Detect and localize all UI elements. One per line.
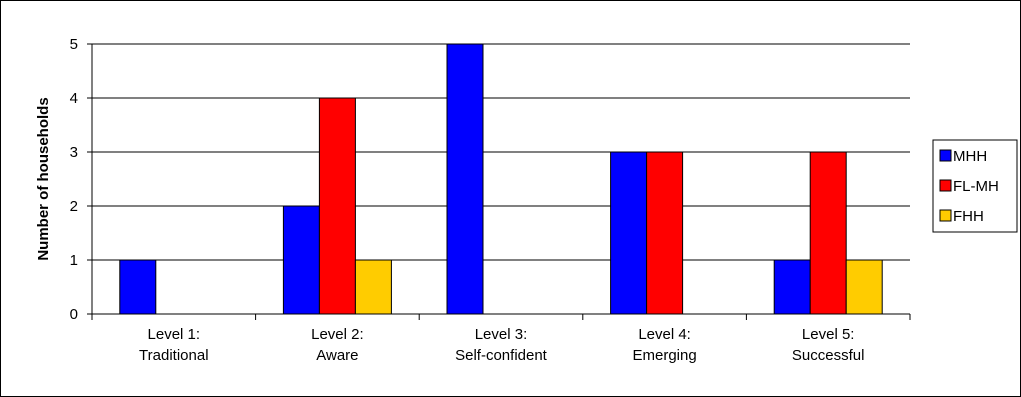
- legend: MHH FL-MH FHH: [932, 139, 1018, 233]
- y-tick-label: 4: [70, 90, 78, 107]
- y-tick-labels: 0 1 2 3 4 5: [70, 36, 78, 323]
- legend-label-mhh: MHH: [953, 148, 987, 165]
- bar-fl-mh-4: [646, 151, 684, 315]
- bar-mhh-1: [119, 259, 157, 315]
- x-tick-label: Traditional: [139, 347, 208, 364]
- legend-swatch-mhh: [939, 149, 952, 162]
- legend-label-fl-mh: FL-MH: [953, 178, 999, 195]
- y-tick-label: 3: [70, 144, 78, 161]
- legend-swatch-fhh: [939, 209, 952, 222]
- x-tick-label: Aware: [316, 347, 358, 364]
- bar-mhh-5: [773, 259, 811, 315]
- axes: [87, 43, 911, 320]
- y-tick-label: 1: [70, 252, 78, 269]
- y-tick-label: 2: [70, 198, 78, 215]
- y-axis-title: Number of households: [35, 97, 52, 260]
- x-tick-label: Level 4:: [638, 326, 691, 343]
- bar-mhh-2: [282, 205, 320, 315]
- gridlines: [92, 43, 910, 261]
- bar-fl-mh-2: [318, 97, 356, 315]
- bar-fhh-5: [845, 259, 883, 315]
- x-tick-label: Emerging: [632, 347, 696, 364]
- legend-swatch-fl-mh: [939, 179, 952, 192]
- x-tick-label: Self-confident: [455, 347, 548, 364]
- x-tick-label: Level 1:: [148, 326, 201, 343]
- x-tick-label: Level 5:: [802, 326, 855, 343]
- bar-mhh-4: [610, 151, 648, 315]
- y-tick-label: 5: [70, 36, 78, 53]
- y-tick-label: 0: [70, 306, 78, 323]
- legend-label-fhh: FHH: [953, 208, 984, 225]
- bar-fhh-2: [354, 259, 392, 315]
- x-tick-labels: Level 1: Traditional Level 2: Aware Level 3:…: [139, 326, 864, 364]
- bar-fl-mh-5: [809, 151, 847, 315]
- bars: [119, 43, 883, 315]
- x-tick-label: Successful: [792, 347, 865, 364]
- x-tick-label: Level 3:: [475, 326, 528, 343]
- x-tick-label: Level 2:: [311, 326, 364, 343]
- bar-mhh-3: [446, 43, 484, 315]
